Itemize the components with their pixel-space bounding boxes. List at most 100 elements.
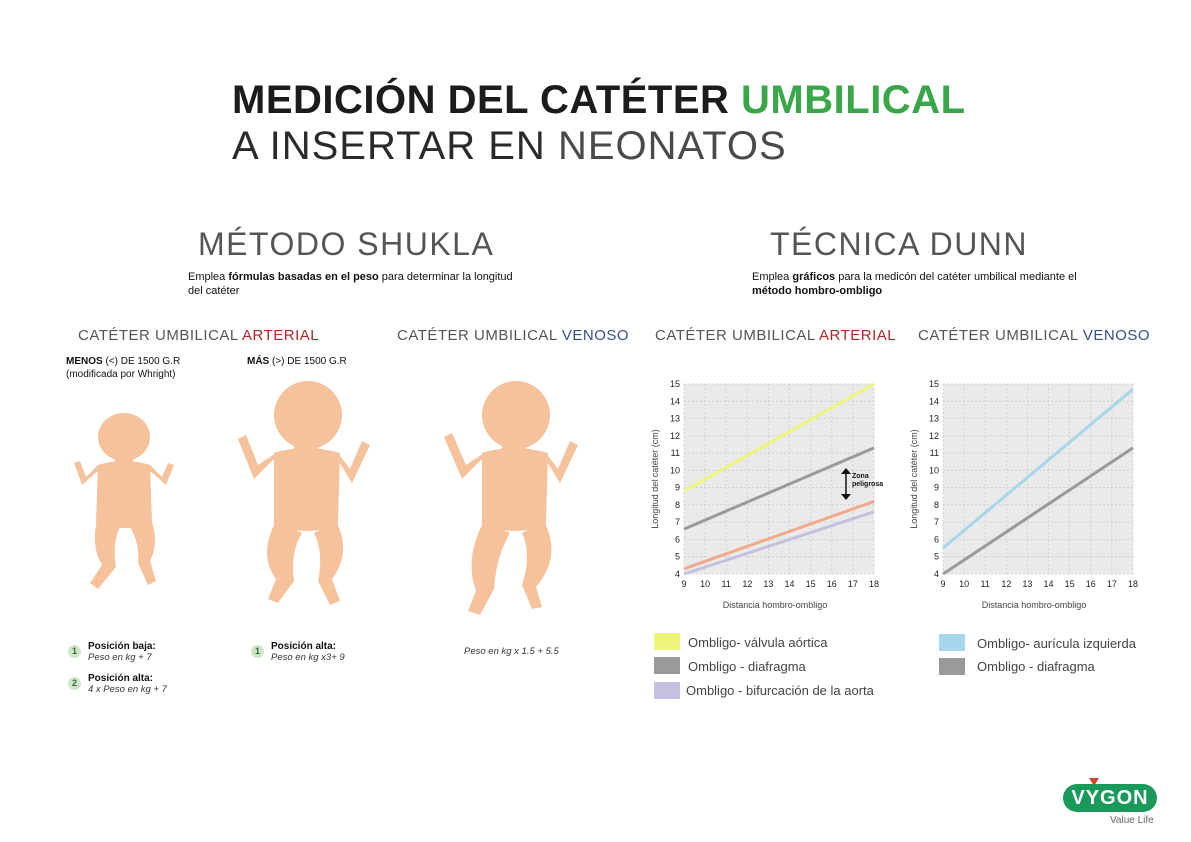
x-tick-label: 16	[827, 579, 837, 589]
legend-swatch-diafragma-v	[939, 658, 965, 675]
x-axis-label: Distancia hombro-ombligo	[982, 600, 1087, 610]
legend-diafragma-arterial: Ombligo - diafragma	[688, 659, 806, 674]
venoso-formula: Peso en kg x 1.5 + 5.5	[464, 646, 559, 657]
zona-arrow-icon	[841, 468, 851, 500]
dunn-title: TÉCNICA DUNN	[770, 226, 1029, 262]
y-tick-label: 7	[675, 517, 680, 527]
page-title: MEDICIÓN DEL CATÉTER UMBILICAL	[232, 78, 966, 123]
baby-venoso-illustration	[444, 381, 578, 615]
y-tick-label: 15	[670, 379, 680, 389]
page-subtitle: A INSERTAR EN NEONATOS	[232, 124, 787, 169]
x-tick-label: 9	[940, 579, 945, 589]
y-axis-label: Longitud del catéter (cm)	[650, 429, 660, 529]
y-tick-label: 10	[670, 465, 680, 475]
y-tick-label: 12	[670, 431, 680, 441]
position-3-item: 1	[251, 641, 264, 659]
menos-label: MENOS (<) DE 1500 G.R (modificada por Whr…	[66, 356, 181, 380]
series-line	[683, 446, 875, 531]
y-tick-label: 4	[675, 569, 680, 579]
y-tick-label: 7	[934, 517, 939, 527]
y-tick-label: 4	[934, 569, 939, 579]
series-line	[683, 500, 875, 571]
y-tick-label: 15	[929, 379, 939, 389]
baby-small-illustration	[74, 413, 174, 589]
y-tick-label: 5	[934, 552, 939, 562]
mas-label: MÁS (>) DE 1500 G.R	[247, 356, 347, 367]
y-tick-label: 9	[675, 483, 680, 493]
x-tick-label: 10	[700, 579, 710, 589]
x-tick-label: 13	[1022, 579, 1032, 589]
legend-swatch-diafragma-a	[654, 657, 680, 674]
dunn-venoso-label: CATÉTER UMBILICAL VENOSO	[918, 327, 1151, 344]
y-tick-label: 13	[670, 414, 680, 424]
x-tick-label: 16	[1086, 579, 1096, 589]
shukla-arterial-label: CATÉTER UMBILICAL ARTERIAL	[78, 327, 320, 344]
legend-diafragma-venoso: Ombligo - diafragma	[977, 659, 1095, 674]
position-2-text: Posición alta: 4 x Peso en kg + 7	[88, 673, 167, 695]
series-line	[683, 510, 875, 576]
shukla-description: Emplea fórmulas basadas en el peso para …	[188, 271, 513, 297]
bullet-3-badge: 1	[251, 645, 264, 658]
brand-tagline: Value Life	[1110, 815, 1154, 826]
y-tick-label: 14	[929, 396, 939, 406]
logo-triangle-icon	[1089, 778, 1099, 786]
series-line	[942, 446, 1134, 576]
y-tick-label: 10	[929, 465, 939, 475]
series-line	[683, 382, 875, 493]
x-tick-label: 18	[869, 579, 879, 589]
title-highlight: UMBILICAL	[741, 78, 966, 122]
x-tick-label: 13	[763, 579, 773, 589]
x-tick-label: 15	[806, 579, 816, 589]
legend-auricula-izquierda: Ombligo- aurícula izquierda	[977, 636, 1136, 651]
legend-swatch-bifurcacion	[654, 682, 680, 699]
x-tick-label: 9	[681, 579, 686, 589]
y-tick-label: 5	[675, 552, 680, 562]
x-tick-label: 18	[1128, 579, 1138, 589]
vygon-logo: VYGON	[1063, 784, 1157, 812]
x-tick-label: 17	[1107, 579, 1117, 589]
legend-valvula-aortica: Ombligo- válvula aórtica	[688, 635, 828, 650]
position-1-text: Posición baja: Peso en kg + 7	[88, 641, 156, 663]
legend-swatch-valvula	[654, 633, 680, 650]
y-tick-label: 6	[934, 534, 939, 544]
venoso-chart: 9 10 11 12 13 14 15 16 17 18 4 5 6 7 8 9 10 11 12 13 14 15 Dis…	[909, 379, 1138, 610]
arterial-chart: 9 10 11 12 13 14 15 16 17 18 4 5 6 7 8 9 10 11 12 13 14 15 Dis…	[650, 379, 879, 610]
dunn-arterial-label: CATÉTER UMBILICAL ARTERIAL	[655, 327, 897, 344]
zona-peligrosa-label: Zona peligrosa	[852, 473, 884, 488]
position-1-item: 1	[68, 641, 81, 659]
legend-swatch-auricula	[939, 634, 965, 651]
position-2-item: 2	[68, 673, 81, 691]
subtitle-highlight: NEONATOS	[557, 124, 787, 168]
title-text: MEDICIÓN DEL CATÉTER	[232, 78, 742, 122]
x-tick-label: 12	[742, 579, 752, 589]
baby-large-illustration	[238, 381, 370, 605]
y-tick-label: 8	[675, 500, 680, 510]
y-tick-label: 8	[934, 500, 939, 510]
x-tick-label: 12	[1001, 579, 1011, 589]
y-tick-label: 12	[929, 431, 939, 441]
position-3-text: Posición alta: Peso en kg x3+ 9	[271, 641, 345, 663]
y-tick-label: 6	[675, 534, 680, 544]
shukla-title: MÉTODO SHUKLA	[198, 226, 495, 262]
y-tick-label: 9	[934, 483, 939, 493]
shukla-venoso-label: CATÉTER UMBILICAL VENOSO	[397, 327, 630, 344]
x-tick-label: 14	[785, 579, 795, 589]
legend-bifurcacion-aorta: Ombligo - bifurcación de la aorta	[686, 683, 874, 698]
x-tick-label: 14	[1044, 579, 1054, 589]
y-tick-label: 11	[671, 448, 680, 458]
x-tick-label: 11	[981, 579, 990, 589]
x-tick-label: 17	[848, 579, 858, 589]
subtitle-text: A INSERTAR EN	[232, 124, 558, 168]
y-tick-label: 11	[930, 448, 939, 458]
y-tick-label: 14	[670, 396, 680, 406]
x-axis-label: Distancia hombro-ombligo	[723, 600, 828, 610]
x-tick-label: 10	[959, 579, 969, 589]
y-tick-label: 13	[929, 414, 939, 424]
bullet-1-badge: 1	[68, 645, 81, 658]
x-tick-label: 11	[722, 579, 731, 589]
y-axis-label: Longitud del catéter (cm)	[909, 429, 919, 529]
series-line	[942, 388, 1134, 550]
bullet-2-badge: 2	[68, 677, 81, 690]
x-tick-label: 15	[1065, 579, 1075, 589]
dunn-description: Emplea gráficos para la medicón del caté…	[752, 271, 1077, 297]
